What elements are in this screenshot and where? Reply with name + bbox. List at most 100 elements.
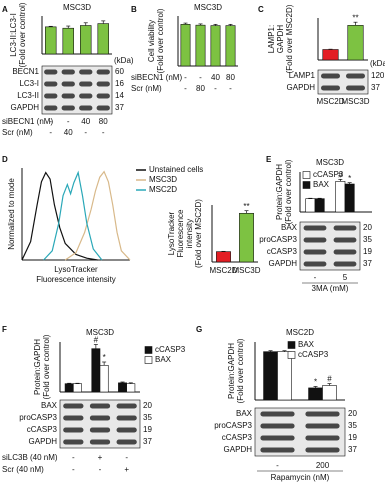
significance-mark: # xyxy=(94,336,99,345)
legend-swatch xyxy=(302,171,311,179)
panel-letter: G xyxy=(196,325,202,334)
blot-row-label: BAX xyxy=(281,223,298,232)
kda-label: 60 xyxy=(115,67,124,76)
treatment-value: 80 xyxy=(226,73,235,82)
legend-label: MSC2D xyxy=(149,185,177,194)
blot-band xyxy=(321,73,340,79)
treatment-value: - xyxy=(184,73,187,82)
kda-label: 37 xyxy=(348,445,357,454)
blot-row-label: GAPDH xyxy=(11,103,40,112)
kda-label: 19 xyxy=(143,425,152,434)
blot-row-label: proCASP3 xyxy=(19,413,57,422)
treatment-value: 40 xyxy=(81,117,90,126)
bar xyxy=(322,49,339,61)
blot-band xyxy=(260,411,295,417)
kda-label: 16 xyxy=(115,79,124,88)
blot-band xyxy=(63,439,84,445)
bar xyxy=(45,26,57,55)
blot-row-label: GAPDH xyxy=(224,445,253,454)
blot-band xyxy=(89,403,111,409)
blot-row-label: LC3-I xyxy=(19,79,39,88)
y-axis-label: (Fold over control) xyxy=(236,338,245,403)
legend-swatch xyxy=(287,351,296,359)
bar xyxy=(239,212,254,263)
panel-letter: D xyxy=(2,155,8,164)
legend-swatch xyxy=(287,341,296,349)
treatment-value: + xyxy=(124,465,129,474)
kda-label: 35 xyxy=(348,421,357,430)
y-axis-label: Fluorescence xyxy=(176,209,185,258)
bar xyxy=(64,383,74,393)
blot-row-label: LAMP1 xyxy=(289,71,316,80)
y-axis-label: (Fold over control) xyxy=(284,159,293,224)
bar xyxy=(91,348,101,393)
kda-label: 20 xyxy=(143,401,152,410)
y-axis-label: intensity xyxy=(185,219,194,248)
blot-band xyxy=(79,81,93,87)
blot-band xyxy=(44,105,58,111)
blot-band xyxy=(61,93,75,99)
treatment-value: - xyxy=(102,128,105,137)
treatment-value: 80 xyxy=(196,84,205,93)
blot-band xyxy=(321,85,340,91)
treatment-value: - xyxy=(49,117,52,126)
blot-band xyxy=(333,261,357,267)
kda-label: 19 xyxy=(348,433,357,442)
significance-mark: # xyxy=(338,170,343,179)
panel-title: MSC2D xyxy=(286,328,314,337)
blot-row-label: cCASP3 xyxy=(222,433,253,442)
blot-band xyxy=(260,423,295,429)
blot-band xyxy=(44,93,58,99)
kda-unit: (kDa) xyxy=(370,59,385,68)
blot-row-label: LC3-II xyxy=(17,91,39,100)
treatment-name: siLC3B (40 nM) xyxy=(2,453,58,462)
treatment-value: - xyxy=(214,84,217,93)
significance-mark: * xyxy=(314,378,317,387)
y-axis-label: LAMP1: xyxy=(267,25,276,53)
treatment-name: Scr (nM) xyxy=(2,128,33,137)
bar xyxy=(308,387,323,401)
bar xyxy=(99,365,109,393)
treatment-value: - xyxy=(67,117,70,126)
panel-letter: C xyxy=(258,5,264,14)
kda-label: 37 xyxy=(115,103,124,112)
blot-row-label: BAX xyxy=(41,401,58,410)
treatment-name: Scr (40 nM) xyxy=(2,465,44,474)
y-axis-label: LysoTracker xyxy=(167,211,176,255)
bar xyxy=(216,251,231,263)
treatment-value: - xyxy=(125,453,128,462)
blot-band xyxy=(89,427,111,433)
blot-band xyxy=(260,435,295,441)
blot-row-label: GAPDH xyxy=(287,83,316,92)
kda-label: 35 xyxy=(363,235,372,244)
kda-label: 37 xyxy=(143,437,152,446)
treatment-name: Rapamycin (nM) xyxy=(271,473,330,482)
blot-band xyxy=(305,435,340,441)
bar xyxy=(322,385,337,401)
blot-band xyxy=(96,69,110,75)
panel-letter: A xyxy=(2,5,8,14)
blot-band xyxy=(333,237,357,243)
blot-band xyxy=(303,261,327,267)
legend-label: cCASP3 xyxy=(298,350,329,359)
bar xyxy=(73,383,82,393)
panel-letter: B xyxy=(131,5,137,14)
y-axis-label: (Fold over control) xyxy=(42,334,51,399)
y-axis-label: Protein:GAPDH xyxy=(33,339,42,395)
legend-label: BAX xyxy=(313,180,330,189)
significance-mark: * xyxy=(348,174,351,183)
y-axis-label: (Fold over MSC2D) xyxy=(194,199,203,268)
blot-row-label: BECN1 xyxy=(12,67,39,76)
blot-band xyxy=(61,81,75,87)
x-axis-label: LysoTracker xyxy=(54,265,98,274)
blot-band xyxy=(44,69,58,75)
kda-label: 20 xyxy=(348,409,357,418)
blot-row-label: GAPDH xyxy=(269,259,298,268)
category-label: MSC2D xyxy=(209,266,237,275)
treatment-value: - xyxy=(314,273,317,282)
y-axis-label: Protein:GAPDH xyxy=(227,343,236,399)
blot-band xyxy=(305,423,340,429)
legend-label: cCASP3 xyxy=(155,345,186,354)
treatment-value: - xyxy=(72,465,75,474)
treatment-value: 200 xyxy=(316,461,330,470)
